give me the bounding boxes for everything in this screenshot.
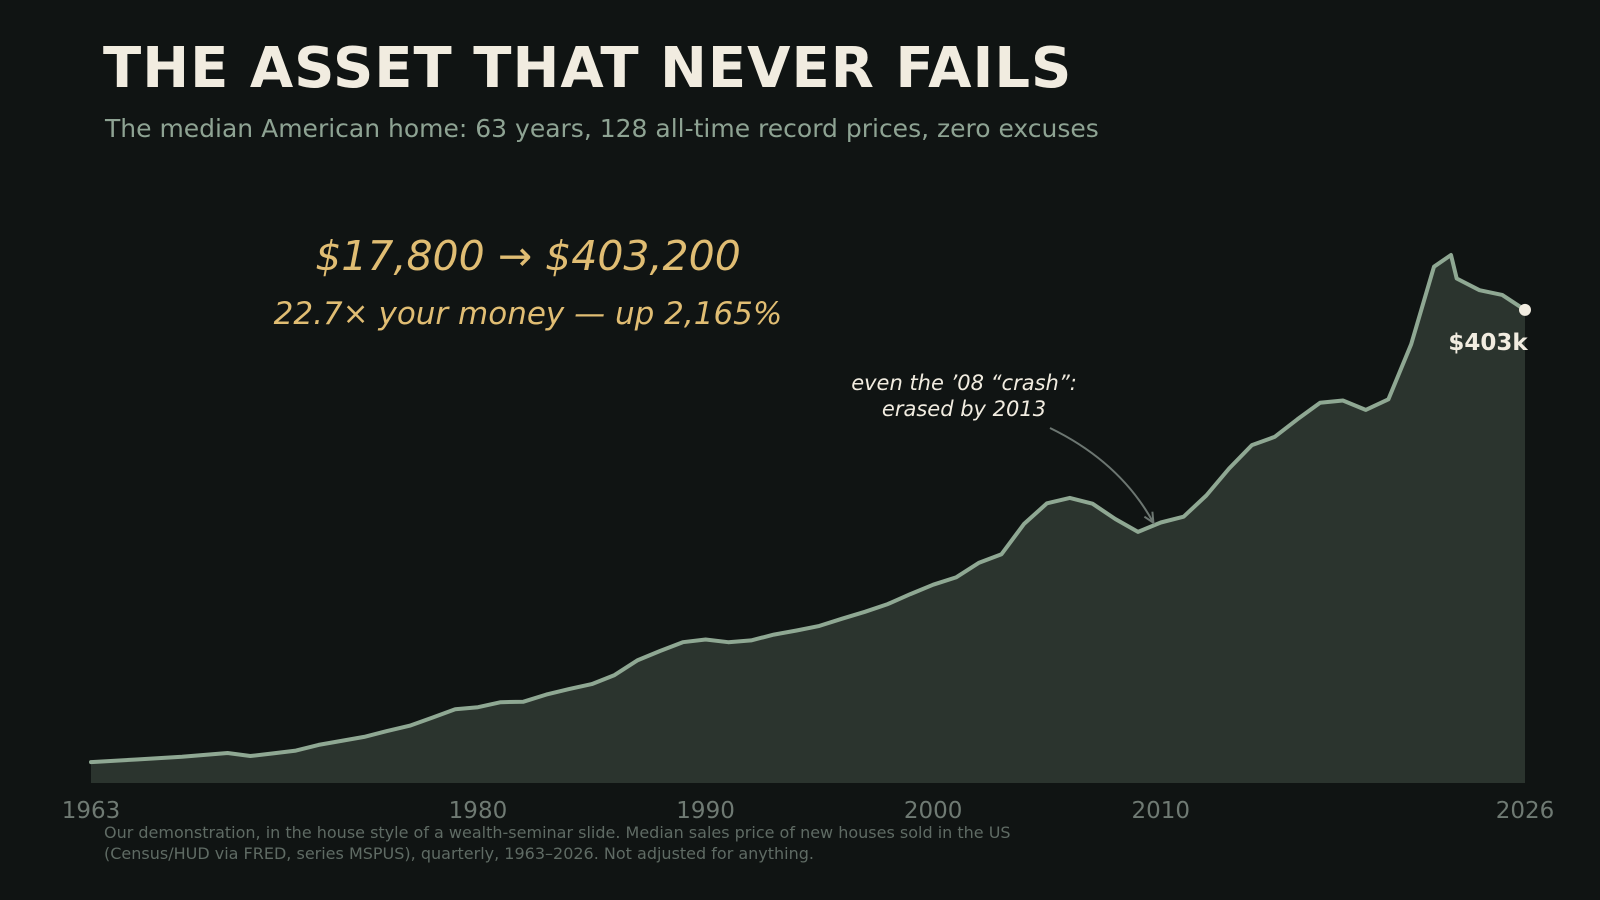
x-tick-label-2026: 2026 bbox=[1496, 798, 1555, 824]
data-point-2008 bbox=[1113, 517, 1117, 521]
data-point-1982 bbox=[522, 700, 525, 704]
data-point-2006 bbox=[1068, 496, 1072, 500]
data-point-2022.75 bbox=[1449, 253, 1453, 257]
data-point-2000 bbox=[931, 583, 935, 587]
data-point-1975 bbox=[362, 735, 366, 739]
data-point-1987 bbox=[635, 658, 639, 662]
data-point-1988 bbox=[658, 649, 662, 653]
data-point-1994 bbox=[795, 629, 799, 632]
data-point-1998 bbox=[886, 602, 890, 606]
data-point-1984 bbox=[567, 687, 571, 691]
data-point-1999 bbox=[908, 592, 912, 596]
data-point-2020 bbox=[1386, 397, 1390, 401]
data-point-1981 bbox=[499, 700, 503, 704]
data-point-1979 bbox=[453, 707, 457, 711]
data-point-1978 bbox=[430, 716, 434, 720]
data-point-1997 bbox=[863, 610, 867, 614]
end-value-marker bbox=[1519, 303, 1531, 316]
source-footnote: Our demonstration, in the house style of… bbox=[104, 822, 1011, 864]
data-point-2004 bbox=[1022, 522, 1026, 526]
data-point-1985 bbox=[590, 682, 594, 686]
data-point-2018 bbox=[1341, 399, 1345, 402]
data-point-2016 bbox=[1295, 417, 1299, 421]
data-point-1974 bbox=[339, 739, 343, 743]
data-point-2025 bbox=[1500, 293, 1504, 297]
slide-title: THE ASSET THAT NEVER FAILS bbox=[103, 36, 1073, 101]
data-point-1996 bbox=[840, 617, 844, 621]
data-point-1969 bbox=[226, 751, 230, 755]
data-point-1965 bbox=[135, 758, 138, 761]
x-tick-label-2000: 2000 bbox=[904, 798, 963, 824]
data-point-2002 bbox=[977, 561, 981, 565]
data-point-2005 bbox=[1045, 501, 1049, 505]
footnote-line-1: Our demonstration, in the house style of… bbox=[104, 823, 1011, 842]
price-series-line bbox=[89, 253, 1527, 765]
data-point-1973 bbox=[317, 743, 321, 747]
data-point-1967 bbox=[180, 755, 184, 759]
data-point-1992 bbox=[749, 638, 753, 642]
x-tick-label-2010: 2010 bbox=[1132, 798, 1191, 824]
data-point-1977 bbox=[408, 724, 412, 728]
data-point-1971 bbox=[271, 751, 275, 755]
footnote-line-2: (Census/HUD via FRED, series MSPUS), qua… bbox=[104, 844, 815, 863]
data-point-2001 bbox=[954, 575, 958, 579]
data-point-1993 bbox=[772, 633, 776, 637]
data-point-1990 bbox=[704, 638, 708, 641]
data-point-2010 bbox=[1159, 521, 1163, 524]
data-point-2007 bbox=[1091, 502, 1094, 506]
data-point-1970 bbox=[248, 754, 252, 758]
x-tick-label-1990: 1990 bbox=[676, 798, 735, 824]
annotation-arrow-head bbox=[1143, 511, 1155, 525]
slide-subtitle: The median American home: 63 years, 128 … bbox=[105, 114, 1099, 143]
data-point-2012 bbox=[1204, 494, 1208, 497]
data-point-1983 bbox=[544, 693, 548, 697]
data-point-1980 bbox=[476, 705, 480, 709]
data-point-1995 bbox=[817, 624, 821, 628]
data-point-2011 bbox=[1182, 515, 1186, 519]
data-point-2003 bbox=[1000, 552, 1003, 556]
annotation-arrow bbox=[1049, 427, 1155, 524]
price-area-fill bbox=[91, 255, 1525, 783]
headline-price-change: $17,800 → $403,200 bbox=[315, 232, 741, 280]
data-point-2015 bbox=[1273, 435, 1277, 439]
data-point-1963 bbox=[89, 760, 93, 764]
data-point-1989 bbox=[681, 640, 685, 644]
annotation-text-line-1: even the ’08 “crash”: bbox=[851, 371, 1077, 395]
data-point-2019 bbox=[1364, 408, 1368, 412]
annotation-text-line-2: erased by 2013 bbox=[882, 397, 1046, 421]
data-point-2021 bbox=[1409, 342, 1413, 346]
data-point-2009 bbox=[1136, 530, 1140, 534]
data-point-2013 bbox=[1227, 467, 1231, 470]
data-point-2022 bbox=[1432, 265, 1436, 269]
data-point-1991 bbox=[726, 640, 730, 644]
end-value-label: $403k bbox=[1448, 330, 1528, 356]
data-point-1972 bbox=[294, 749, 298, 753]
data-point-2014 bbox=[1250, 443, 1254, 447]
data-point-2017 bbox=[1318, 401, 1322, 405]
data-point-1976 bbox=[385, 729, 389, 733]
data-point-2023 bbox=[1455, 277, 1459, 280]
headline-return-multiple: 22.7× your money — up 2,165% bbox=[274, 296, 783, 332]
data-point-2024 bbox=[1478, 288, 1481, 292]
data-point-1986 bbox=[613, 673, 616, 677]
x-tick-label-1980: 1980 bbox=[449, 798, 508, 824]
x-tick-label-1963: 1963 bbox=[62, 798, 121, 824]
